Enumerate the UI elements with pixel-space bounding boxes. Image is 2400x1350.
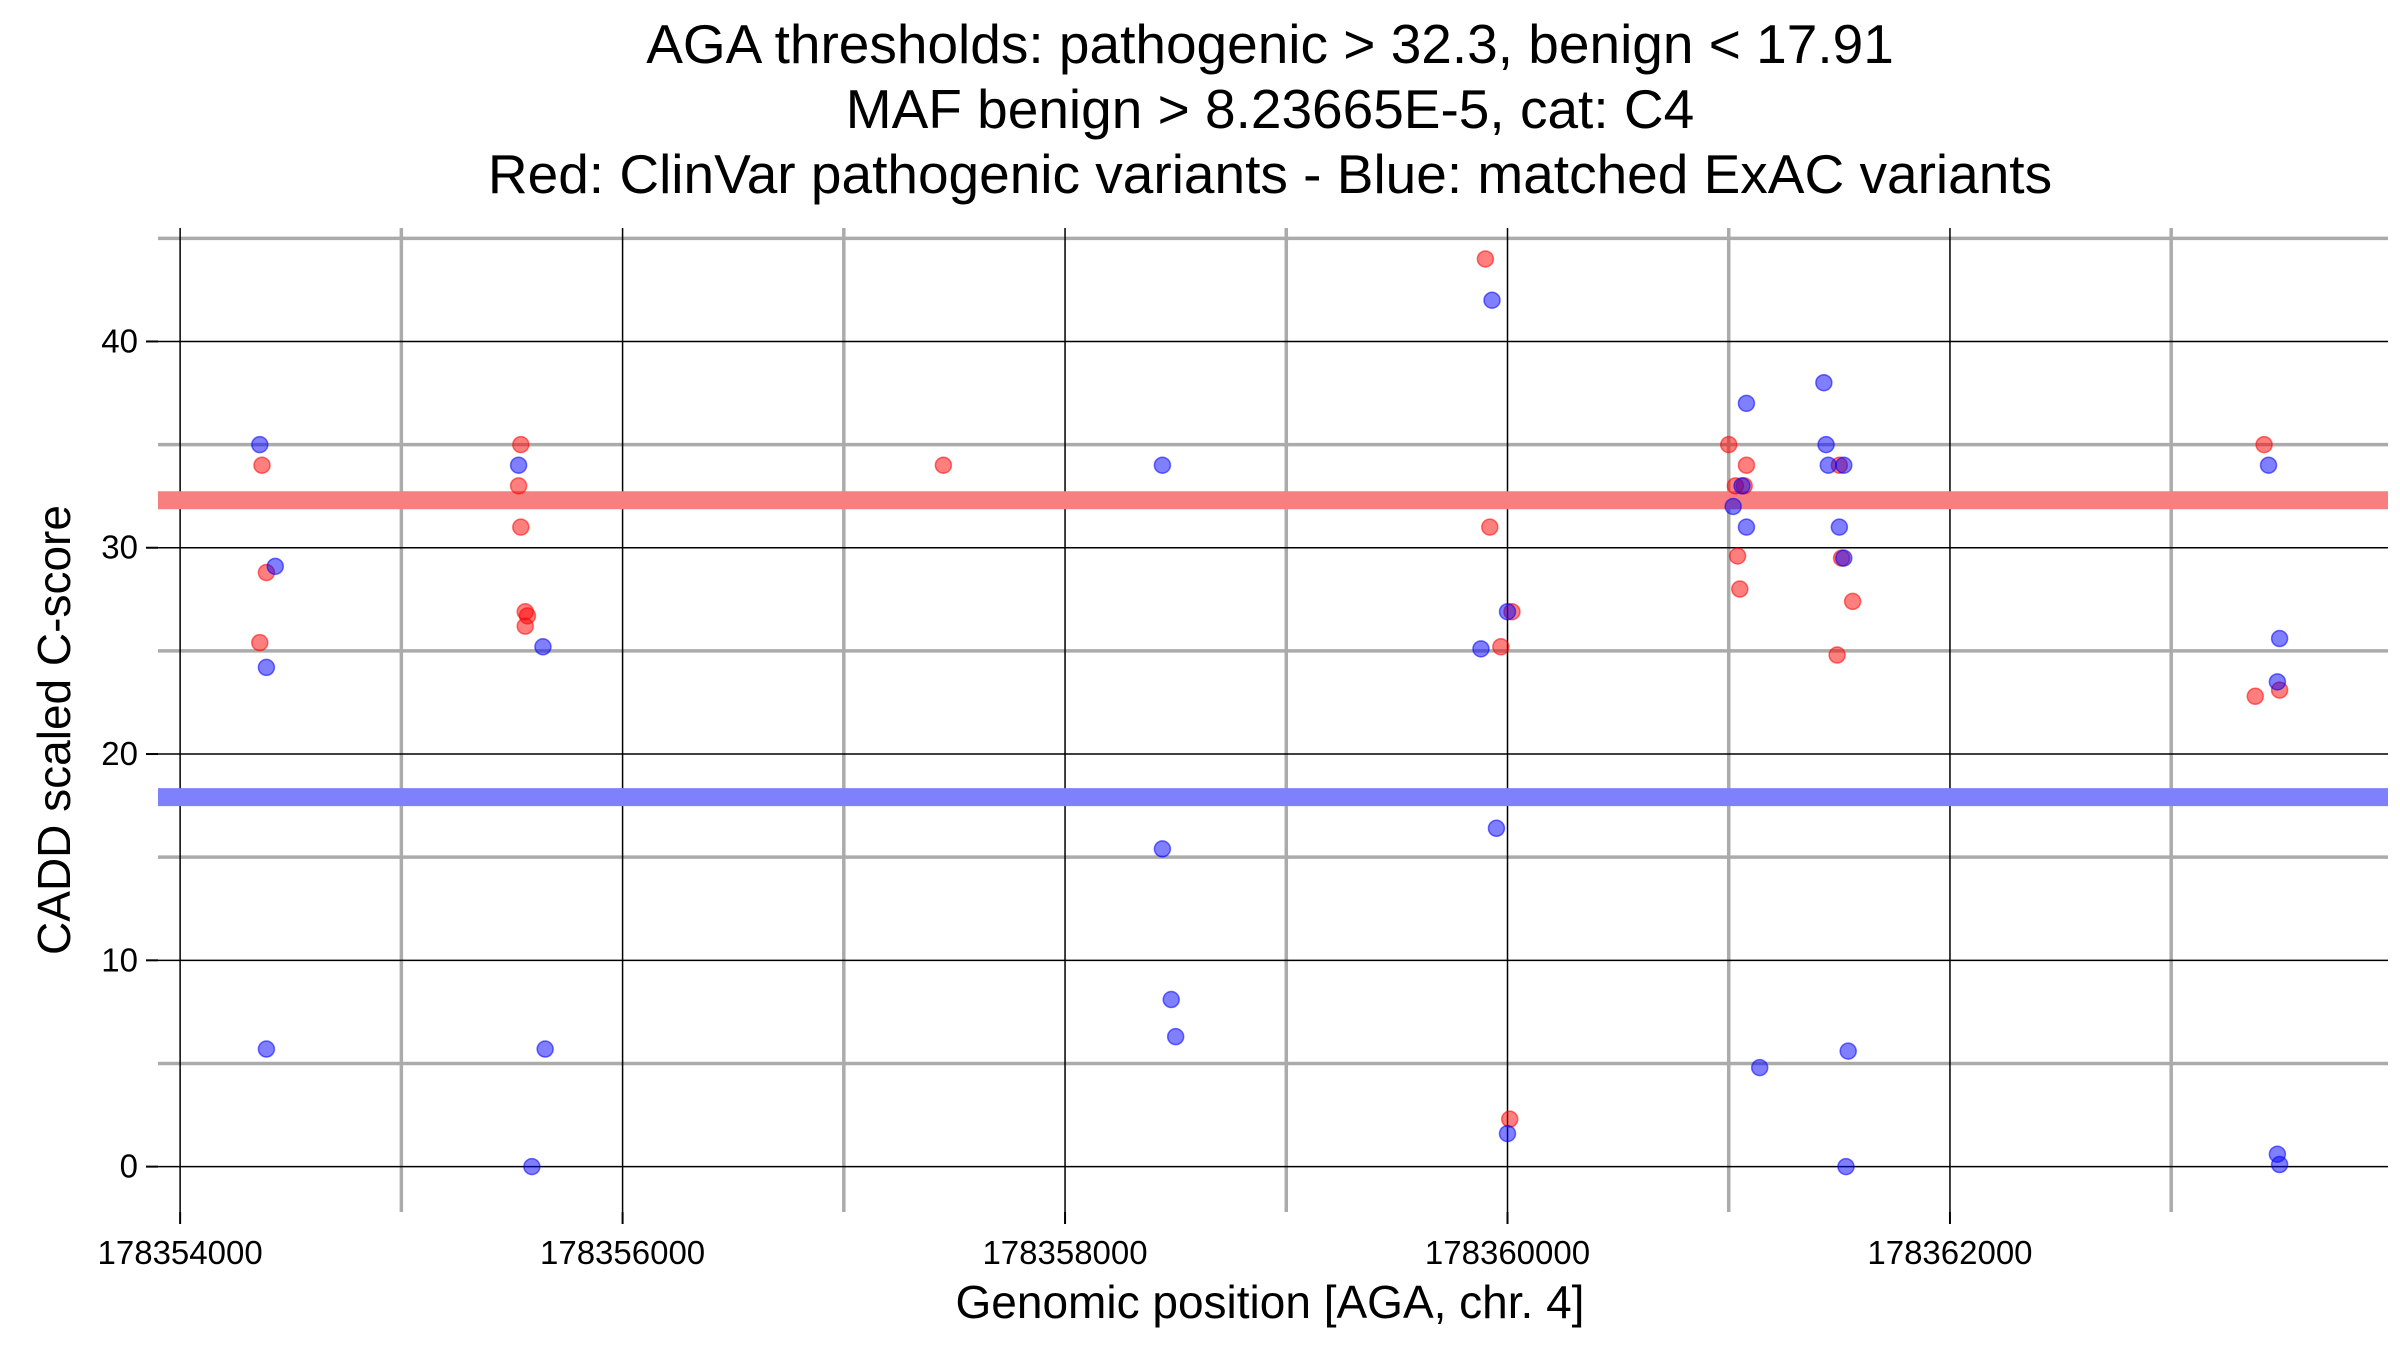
y-tick-label: 0 — [120, 1148, 138, 1185]
clinvar-point — [1737, 456, 1756, 474]
exac-point — [1835, 456, 1853, 474]
clinvar-point — [516, 617, 534, 635]
clinvar-point — [1481, 518, 1499, 536]
y-tick-label: 40 — [101, 322, 138, 359]
exac-point — [1819, 456, 1838, 474]
exac-point — [536, 1040, 554, 1058]
x-axis-label: Genomic position [AGA, chr. 4] — [956, 1276, 1585, 1328]
exac-point — [2268, 673, 2287, 691]
threshold-lines — [158, 491, 2388, 807]
exac-point — [1815, 373, 1833, 392]
exac-point — [1835, 549, 1853, 567]
exac-point — [1498, 602, 1517, 621]
clinvar-point — [509, 477, 528, 495]
exac-point — [1153, 840, 1172, 858]
exac-point — [251, 435, 269, 454]
exac-point — [2270, 1155, 2289, 1174]
clinvar-point — [1500, 1110, 1519, 1128]
title-line-2: MAF benign > 8.23665E-5, cat: C4 — [846, 78, 1694, 140]
clinvar-point — [1728, 547, 1747, 565]
exac-point — [1487, 819, 1506, 838]
clinvar-point — [1719, 435, 1738, 454]
clinvar-point — [512, 518, 530, 536]
axes: 0 10 20 30 40 178354000 178356000 178358000 1783… — [98, 322, 2033, 1271]
clinvar-point — [1731, 580, 1749, 598]
exac-point — [1737, 394, 1756, 413]
exac-point — [1737, 518, 1756, 536]
exac-point — [1153, 456, 1172, 474]
exac-point — [257, 1040, 276, 1058]
clinvar-point — [1476, 250, 1495, 268]
exac-point — [1830, 518, 1849, 536]
exac-point — [2259, 456, 2278, 474]
clinvar-point — [1843, 592, 1862, 611]
exac-point — [1817, 435, 1835, 454]
exac-point — [1839, 1042, 1857, 1060]
exac-point — [1733, 477, 1751, 495]
chart-title: AGA thresholds: pathogenic > 32.3, benig… — [488, 13, 2052, 205]
grid-lines — [158, 228, 2388, 1212]
x-tick-label: 178354000 — [98, 1234, 263, 1271]
exac-point — [1837, 1157, 1855, 1176]
y-tick-label: 30 — [101, 529, 138, 566]
clinvar-point — [934, 456, 953, 474]
title-line-1: AGA thresholds: pathogenic > 32.3, benig… — [646, 13, 1894, 75]
clinvar-point — [2246, 687, 2265, 706]
title-line-3: Red: ClinVar pathogenic variants - Blue:… — [488, 143, 2052, 205]
x-tick-label: 178362000 — [1867, 1234, 2032, 1271]
data-points — [251, 250, 2289, 1176]
y-tick-label: 20 — [101, 735, 138, 772]
clinvar-point — [251, 633, 269, 652]
clinvar-point — [1492, 638, 1510, 656]
exac-point — [1498, 1124, 1517, 1143]
x-tick-label: 178360000 — [1425, 1234, 1590, 1271]
y-tick-label: 10 — [101, 941, 138, 978]
exac-point — [1750, 1058, 1769, 1077]
exac-point — [1166, 1027, 1185, 1046]
exac-point — [534, 638, 552, 656]
exac-point — [266, 557, 285, 576]
x-tick-label: 178356000 — [540, 1234, 705, 1271]
y-axis-label: CADD scaled C-score — [28, 505, 80, 955]
exac-point — [1472, 640, 1490, 658]
exac-point — [523, 1157, 541, 1176]
exac-point — [257, 658, 276, 677]
exac-point — [1483, 291, 1501, 309]
clinvar-point — [512, 435, 530, 454]
exac-point — [1162, 990, 1180, 1009]
exac-point — [1724, 497, 1742, 516]
clinvar-point — [1828, 646, 1846, 664]
x-tick-label: 178358000 — [982, 1234, 1147, 1271]
exac-point — [509, 456, 528, 474]
clinvar-point — [2255, 435, 2273, 454]
clinvar-point — [253, 456, 271, 474]
exac-point — [2270, 629, 2289, 648]
